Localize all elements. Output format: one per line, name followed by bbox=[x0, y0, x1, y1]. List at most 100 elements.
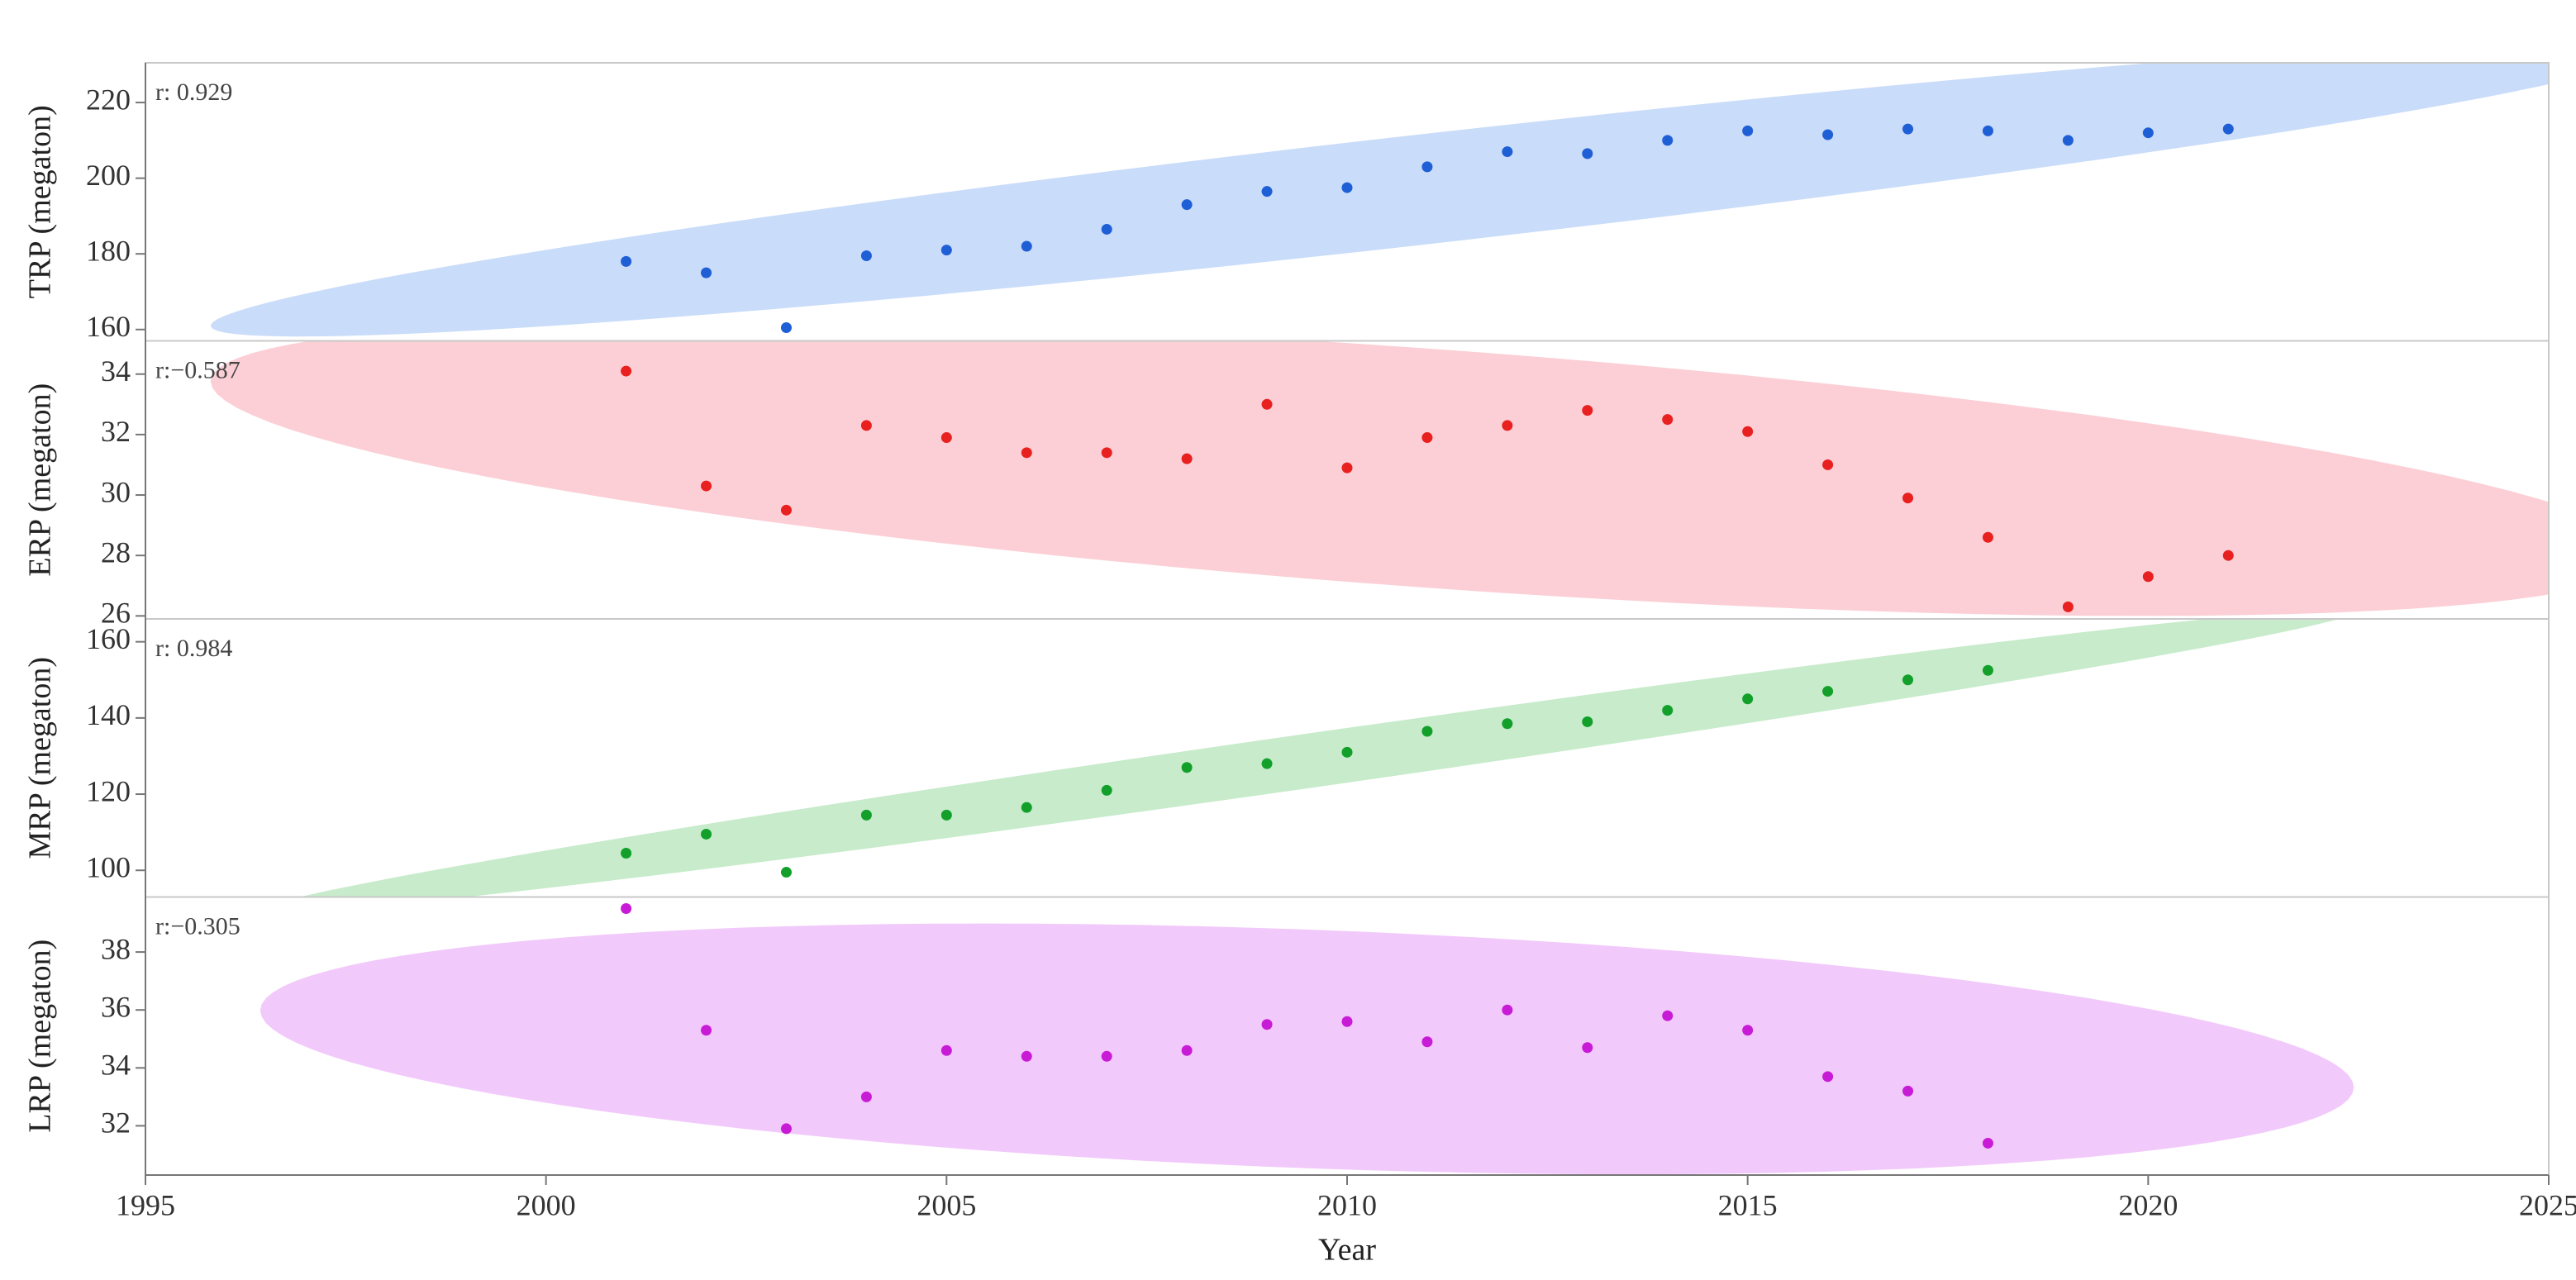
point bbox=[1662, 414, 1674, 426]
point bbox=[1261, 1019, 1273, 1030]
point bbox=[1902, 492, 1914, 504]
y-tick-label: 34 bbox=[101, 1049, 131, 1082]
density-ellipse bbox=[299, 619, 2339, 897]
point bbox=[860, 250, 872, 261]
point bbox=[940, 809, 952, 821]
point bbox=[701, 480, 712, 492]
point bbox=[1662, 705, 1674, 716]
point bbox=[1982, 664, 1993, 676]
density-ellipse bbox=[210, 63, 2549, 337]
point bbox=[1181, 199, 1193, 211]
point bbox=[1742, 426, 1754, 437]
point bbox=[701, 267, 712, 278]
y-tick-label: 32 bbox=[101, 1106, 131, 1140]
y-axis-label: TRP (megaton) bbox=[23, 105, 58, 298]
point bbox=[1421, 432, 1433, 444]
x-tick-label: 2000 bbox=[517, 1188, 576, 1221]
point bbox=[1502, 146, 1513, 158]
point bbox=[701, 1025, 712, 1036]
y-tick-label: 30 bbox=[101, 475, 131, 508]
point bbox=[1662, 135, 1674, 146]
point bbox=[1662, 1010, 1674, 1021]
point bbox=[2062, 601, 2074, 612]
point bbox=[1101, 447, 1112, 459]
point bbox=[621, 255, 632, 267]
y-tick-label: 180 bbox=[86, 234, 131, 267]
point bbox=[1902, 674, 1914, 686]
y-tick-label: 140 bbox=[86, 698, 131, 731]
x-axis-label: Year bbox=[1318, 1233, 1376, 1268]
annotation: r:−0.305 bbox=[155, 912, 240, 940]
y-tick-label: 100 bbox=[86, 850, 131, 883]
point bbox=[860, 420, 872, 431]
panel bbox=[260, 923, 2355, 1175]
y-tick-label: 160 bbox=[86, 310, 131, 343]
point bbox=[1982, 125, 1993, 136]
x-tick-label: 2010 bbox=[1317, 1188, 1377, 1221]
point bbox=[1421, 726, 1433, 737]
point bbox=[780, 1123, 792, 1135]
y-tick-label: 38 bbox=[101, 932, 131, 965]
point bbox=[1101, 1050, 1112, 1062]
point bbox=[2222, 123, 2234, 135]
annotation: r: 0.929 bbox=[155, 79, 232, 106]
point bbox=[1582, 1042, 1593, 1054]
point bbox=[2142, 571, 2154, 583]
point bbox=[1021, 802, 1032, 813]
point bbox=[780, 867, 792, 878]
y-tick-label: 220 bbox=[86, 83, 131, 116]
point bbox=[1502, 420, 1513, 431]
panel bbox=[210, 340, 2549, 616]
point bbox=[1582, 148, 1593, 159]
point bbox=[621, 903, 632, 915]
point bbox=[940, 432, 952, 444]
y-tick-label: 120 bbox=[86, 774, 131, 807]
point bbox=[1341, 1016, 1353, 1027]
x-tick-label: 2025 bbox=[2519, 1188, 2576, 1221]
density-ellipse bbox=[260, 923, 2355, 1175]
point bbox=[1502, 718, 1513, 730]
x-tick-label: 1995 bbox=[116, 1188, 175, 1221]
y-tick-label: 28 bbox=[101, 535, 131, 569]
point bbox=[1261, 758, 1273, 769]
point bbox=[940, 245, 952, 256]
point bbox=[1101, 223, 1112, 235]
point bbox=[1021, 1050, 1032, 1062]
point bbox=[1822, 1071, 1834, 1083]
point bbox=[1902, 1085, 1914, 1097]
panel bbox=[210, 63, 2549, 337]
point bbox=[1021, 447, 1032, 459]
point bbox=[1742, 693, 1754, 705]
point bbox=[1822, 686, 1834, 697]
point bbox=[940, 1044, 952, 1056]
panel bbox=[299, 619, 2339, 897]
point bbox=[1341, 462, 1353, 473]
point bbox=[1822, 129, 1834, 140]
y-axis-label: LRP (megaton) bbox=[23, 940, 58, 1133]
point bbox=[1582, 716, 1593, 727]
point bbox=[1742, 125, 1754, 136]
x-tick-label: 2020 bbox=[2118, 1188, 2178, 1221]
point bbox=[1101, 784, 1112, 796]
y-tick-label: 200 bbox=[86, 159, 131, 192]
point bbox=[2142, 127, 2154, 139]
point bbox=[1582, 405, 1593, 416]
point bbox=[1982, 1137, 1993, 1149]
annotation: r:−0.587 bbox=[155, 356, 240, 383]
point bbox=[1822, 459, 1834, 470]
point bbox=[780, 504, 792, 516]
y-tick-label: 32 bbox=[101, 415, 131, 448]
point bbox=[621, 365, 632, 377]
point bbox=[2222, 550, 2234, 561]
point bbox=[701, 828, 712, 840]
point bbox=[1421, 161, 1433, 173]
x-tick-label: 2005 bbox=[917, 1188, 976, 1221]
point bbox=[1341, 746, 1353, 758]
y-tick-label: 26 bbox=[101, 597, 131, 630]
point bbox=[1341, 182, 1353, 193]
y-axis-label: ERP (megaton) bbox=[23, 383, 58, 577]
y-tick-label: 36 bbox=[101, 990, 131, 1023]
annotation: r: 0.984 bbox=[155, 635, 232, 662]
